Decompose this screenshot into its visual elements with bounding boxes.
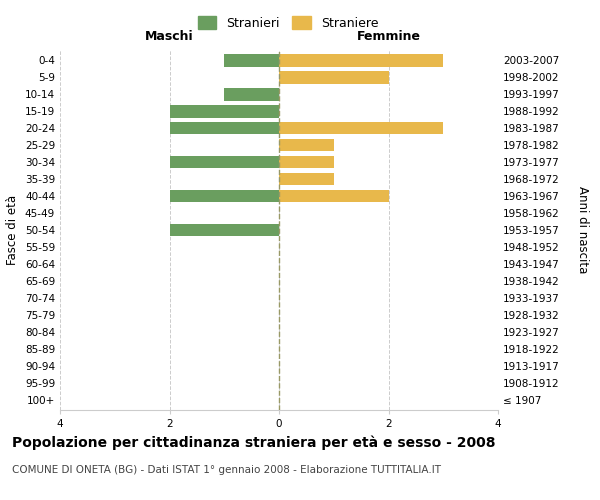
Text: COMUNE DI ONETA (BG) - Dati ISTAT 1° gennaio 2008 - Elaborazione TUTTITALIA.IT: COMUNE DI ONETA (BG) - Dati ISTAT 1° gen…: [12, 465, 441, 475]
Bar: [170, 105, 279, 118]
Bar: [224, 88, 279, 101]
Bar: [279, 156, 334, 168]
Text: Popolazione per cittadinanza straniera per età e sesso - 2008: Popolazione per cittadinanza straniera p…: [12, 435, 496, 450]
Legend: Stranieri, Straniere: Stranieri, Straniere: [193, 11, 383, 35]
Bar: [170, 224, 279, 236]
Bar: [279, 138, 334, 151]
Text: Maschi: Maschi: [145, 30, 194, 43]
Bar: [224, 54, 279, 66]
Text: Femmine: Femmine: [356, 30, 421, 43]
Bar: [279, 54, 443, 66]
Bar: [279, 122, 443, 134]
Bar: [170, 190, 279, 202]
Bar: [170, 122, 279, 134]
Y-axis label: Fasce di età: Fasce di età: [7, 195, 19, 265]
Y-axis label: Anni di nascita: Anni di nascita: [576, 186, 589, 274]
Bar: [170, 156, 279, 168]
Bar: [279, 190, 389, 202]
Bar: [279, 71, 389, 84]
Bar: [279, 172, 334, 186]
